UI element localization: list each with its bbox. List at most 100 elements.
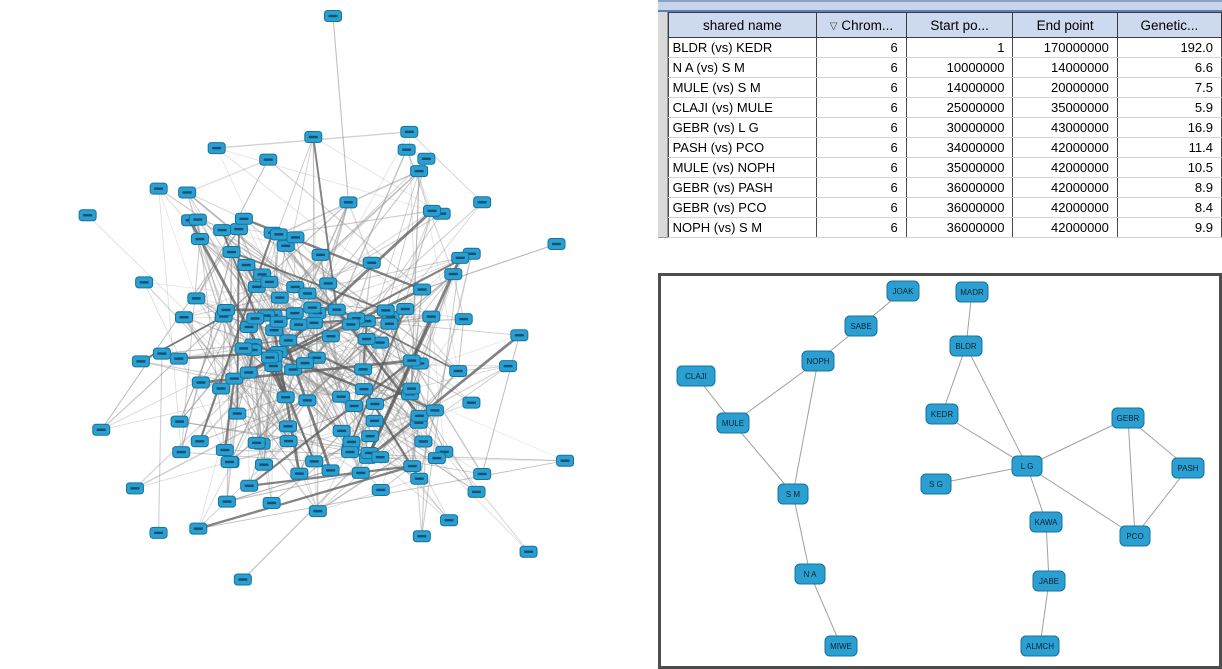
network-node[interactable]: [269, 228, 288, 241]
network-node[interactable]: [332, 424, 351, 437]
network-node[interactable]: [412, 530, 431, 543]
network-node[interactable]: [403, 460, 422, 473]
table-row[interactable]: PASH (vs) PCO 6 34000000 42000000 11.4: [667, 137, 1222, 158]
network-node[interactable]: MULE: [716, 412, 750, 434]
network-node[interactable]: [451, 251, 470, 264]
network-node[interactable]: [217, 303, 236, 316]
network-node[interactable]: [341, 446, 360, 459]
network-node[interactable]: JOAK: [886, 280, 920, 302]
network-node[interactable]: [191, 376, 210, 389]
network-node[interactable]: [345, 399, 364, 412]
table-row[interactable]: GEBR (vs) PASH 6 36000000 42000000 8.9: [667, 177, 1222, 198]
network-node[interactable]: [234, 212, 253, 225]
network-node[interactable]: [417, 152, 436, 165]
network-node[interactable]: [414, 435, 433, 448]
network-node[interactable]: [327, 303, 346, 316]
network-node[interactable]: [187, 292, 206, 305]
network-node[interactable]: [556, 454, 575, 467]
network-node[interactable]: [289, 318, 308, 331]
network-node[interactable]: [371, 483, 390, 496]
network-node[interactable]: [286, 231, 305, 244]
network-node[interactable]: [365, 414, 384, 427]
column-header-sharedname[interactable]: shared name: [667, 12, 818, 38]
network-node[interactable]: NOPH: [801, 350, 835, 372]
network-node[interactable]: [178, 186, 197, 199]
network-node[interactable]: [427, 452, 446, 465]
network-view-sub[interactable]: JOAK MADR SABE NOPH BLDR CLAJI MULE KEDR GEBR L G…: [658, 273, 1222, 669]
network-node[interactable]: [240, 479, 259, 492]
network-node[interactable]: [339, 196, 358, 209]
network-node[interactable]: [125, 482, 144, 495]
network-node[interactable]: KAWA: [1029, 511, 1063, 533]
network-node[interactable]: [499, 360, 518, 373]
network-node[interactable]: [279, 420, 298, 433]
network-node[interactable]: [321, 330, 340, 343]
network-node[interactable]: [354, 363, 373, 376]
network-node[interactable]: [276, 391, 295, 404]
network-node[interactable]: [304, 131, 323, 144]
column-header-genetic[interactable]: Genetic...: [1116, 12, 1222, 38]
network-node[interactable]: [361, 430, 380, 443]
network-node[interactable]: [260, 351, 279, 364]
network-node[interactable]: [135, 276, 154, 289]
network-node[interactable]: [357, 332, 376, 345]
table-row[interactable]: MULE (vs) S M 6 14000000 20000000 7.5: [667, 77, 1222, 98]
network-node[interactable]: MIWE: [824, 635, 858, 657]
small-network-canvas[interactable]: JOAK MADR SABE NOPH BLDR CLAJI MULE KEDR GEBR L G…: [661, 276, 1219, 666]
network-node[interactable]: [462, 396, 481, 409]
network-node[interactable]: S G: [920, 473, 952, 495]
network-node[interactable]: [376, 304, 395, 317]
network-node[interactable]: [222, 246, 241, 259]
table-row[interactable]: MULE (vs) NOPH 6 35000000 42000000 10.5: [667, 157, 1222, 178]
network-node[interactable]: [473, 196, 492, 209]
network-node[interactable]: [212, 382, 231, 395]
column-header-chrom[interactable]: ▽ Chrom...: [816, 12, 907, 38]
column-header-startpo[interactable]: Start po...: [905, 12, 1014, 38]
network-node[interactable]: [78, 209, 97, 222]
network-node[interactable]: [303, 301, 322, 314]
network-node[interactable]: [410, 472, 429, 485]
network-node[interactable]: MADR: [955, 281, 989, 303]
network-node[interactable]: [262, 496, 281, 509]
network-node[interactable]: [402, 354, 421, 367]
network-node[interactable]: [170, 415, 189, 428]
table-row[interactable]: BLDR (vs) KEDR 6 1 170000000 192.0: [667, 37, 1222, 58]
network-node[interactable]: [473, 467, 492, 480]
network-node[interactable]: [425, 404, 444, 417]
network-node[interactable]: [213, 224, 232, 237]
network-node[interactable]: [269, 315, 288, 328]
network-node[interactable]: [149, 182, 168, 195]
network-node[interactable]: [341, 318, 360, 331]
network-node[interactable]: [371, 451, 390, 464]
network-node[interactable]: [440, 514, 459, 527]
table-row[interactable]: GEBR (vs) L G 6 30000000 43000000 16.9: [667, 117, 1222, 138]
network-node[interactable]: CLAJI: [676, 365, 716, 387]
network-node[interactable]: [259, 153, 278, 166]
network-node[interactable]: [246, 312, 265, 325]
network-node[interactable]: [237, 259, 256, 272]
filter-icon[interactable]: ▽: [829, 20, 838, 32]
table-row[interactable]: N A (vs) S M 6 10000000 14000000 6.6: [667, 57, 1222, 78]
network-node[interactable]: [290, 467, 309, 480]
network-node[interactable]: [190, 233, 209, 246]
network-node[interactable]: [308, 505, 327, 518]
network-node[interactable]: [355, 383, 374, 396]
network-node[interactable]: [188, 213, 207, 226]
network-node[interactable]: [305, 455, 324, 468]
network-node[interactable]: [220, 455, 239, 468]
network-node[interactable]: [131, 355, 150, 368]
network-node[interactable]: [342, 435, 361, 448]
network-node[interactable]: PASH: [1171, 457, 1205, 479]
network-node[interactable]: [402, 382, 421, 395]
network-node[interactable]: [467, 485, 486, 498]
network-node[interactable]: [279, 435, 298, 448]
network-node[interactable]: [410, 409, 429, 422]
network-node[interactable]: [172, 446, 191, 459]
network-node[interactable]: [260, 275, 279, 288]
network-node[interactable]: [285, 307, 304, 320]
network-node[interactable]: [298, 394, 317, 407]
large-network-canvas[interactable]: [0, 0, 658, 669]
table-row[interactable]: GEBR (vs) PCO 6 36000000 42000000 8.4: [667, 197, 1222, 218]
network-node[interactable]: BLDR: [949, 335, 983, 357]
network-node[interactable]: [397, 143, 416, 156]
